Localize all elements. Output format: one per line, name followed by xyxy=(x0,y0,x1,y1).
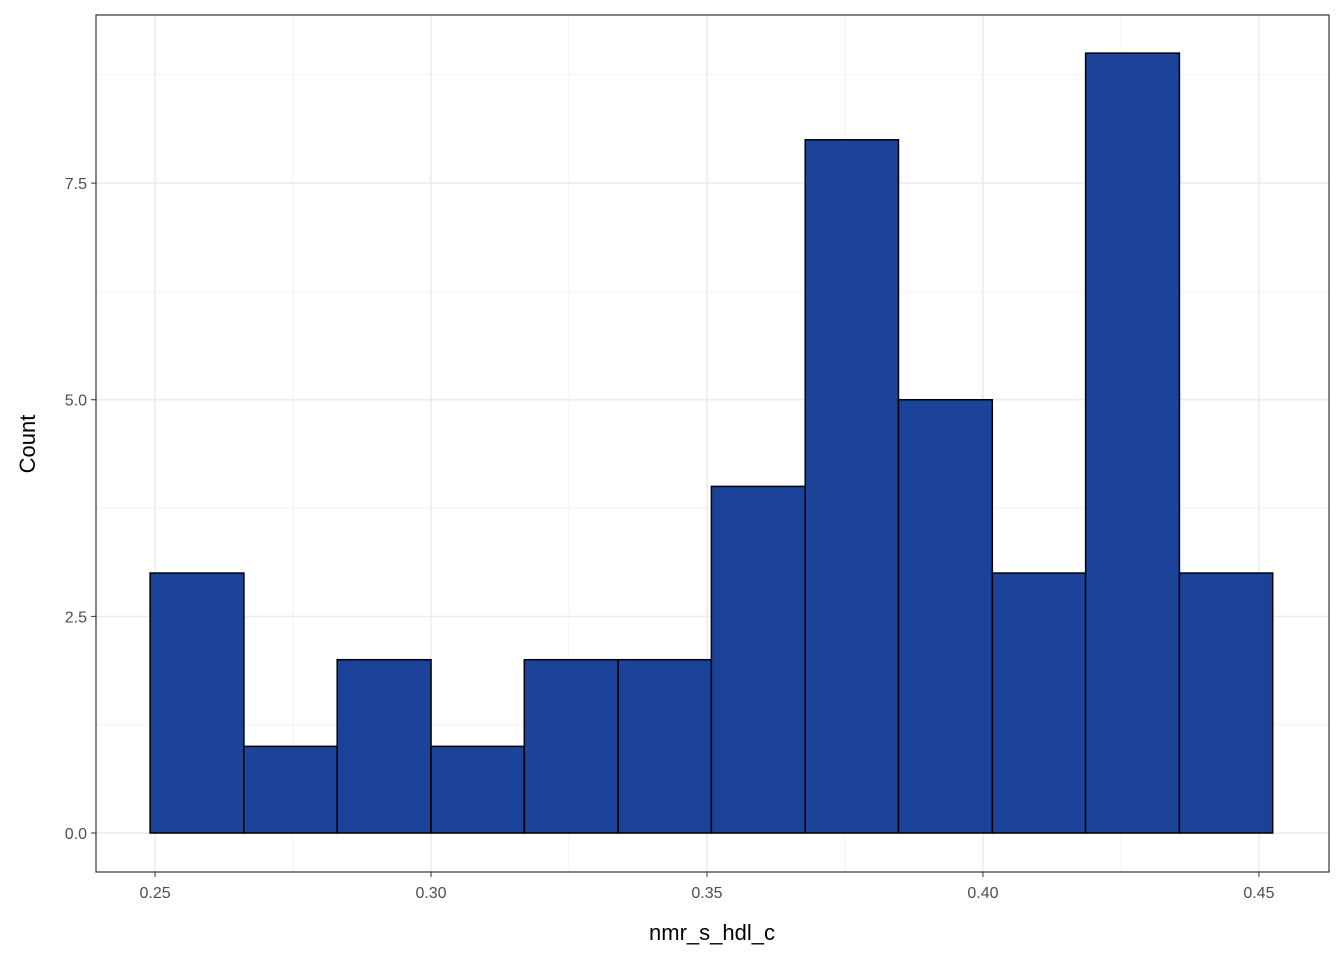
bar xyxy=(149,572,245,834)
bar xyxy=(991,572,1087,834)
bar xyxy=(336,658,432,834)
bar xyxy=(523,658,619,834)
bar xyxy=(897,398,994,834)
y-tick-label: 5.0 xyxy=(65,393,87,410)
panel-border xyxy=(95,14,1330,873)
x-tick-label: 0.25 xyxy=(139,885,170,902)
x-tick-label: 0.30 xyxy=(415,885,446,902)
x-tick-label: 0.45 xyxy=(1243,885,1274,902)
bar xyxy=(710,485,806,834)
x-tick-label: 0.40 xyxy=(967,885,998,902)
bar xyxy=(1178,572,1274,834)
y-axis-title: Count xyxy=(15,415,40,474)
bar xyxy=(430,745,526,834)
y-tick-label: 2.5 xyxy=(65,609,87,626)
bar xyxy=(1084,52,1181,834)
y-tick-label: 0.0 xyxy=(65,826,87,843)
x-tick-label: 0.35 xyxy=(691,885,722,902)
bar xyxy=(804,139,900,834)
y-tick-label: 7.5 xyxy=(65,176,87,193)
x-axis-title: nmr_s_hdl_c xyxy=(649,920,775,945)
bar xyxy=(243,745,338,834)
bar xyxy=(617,658,713,834)
